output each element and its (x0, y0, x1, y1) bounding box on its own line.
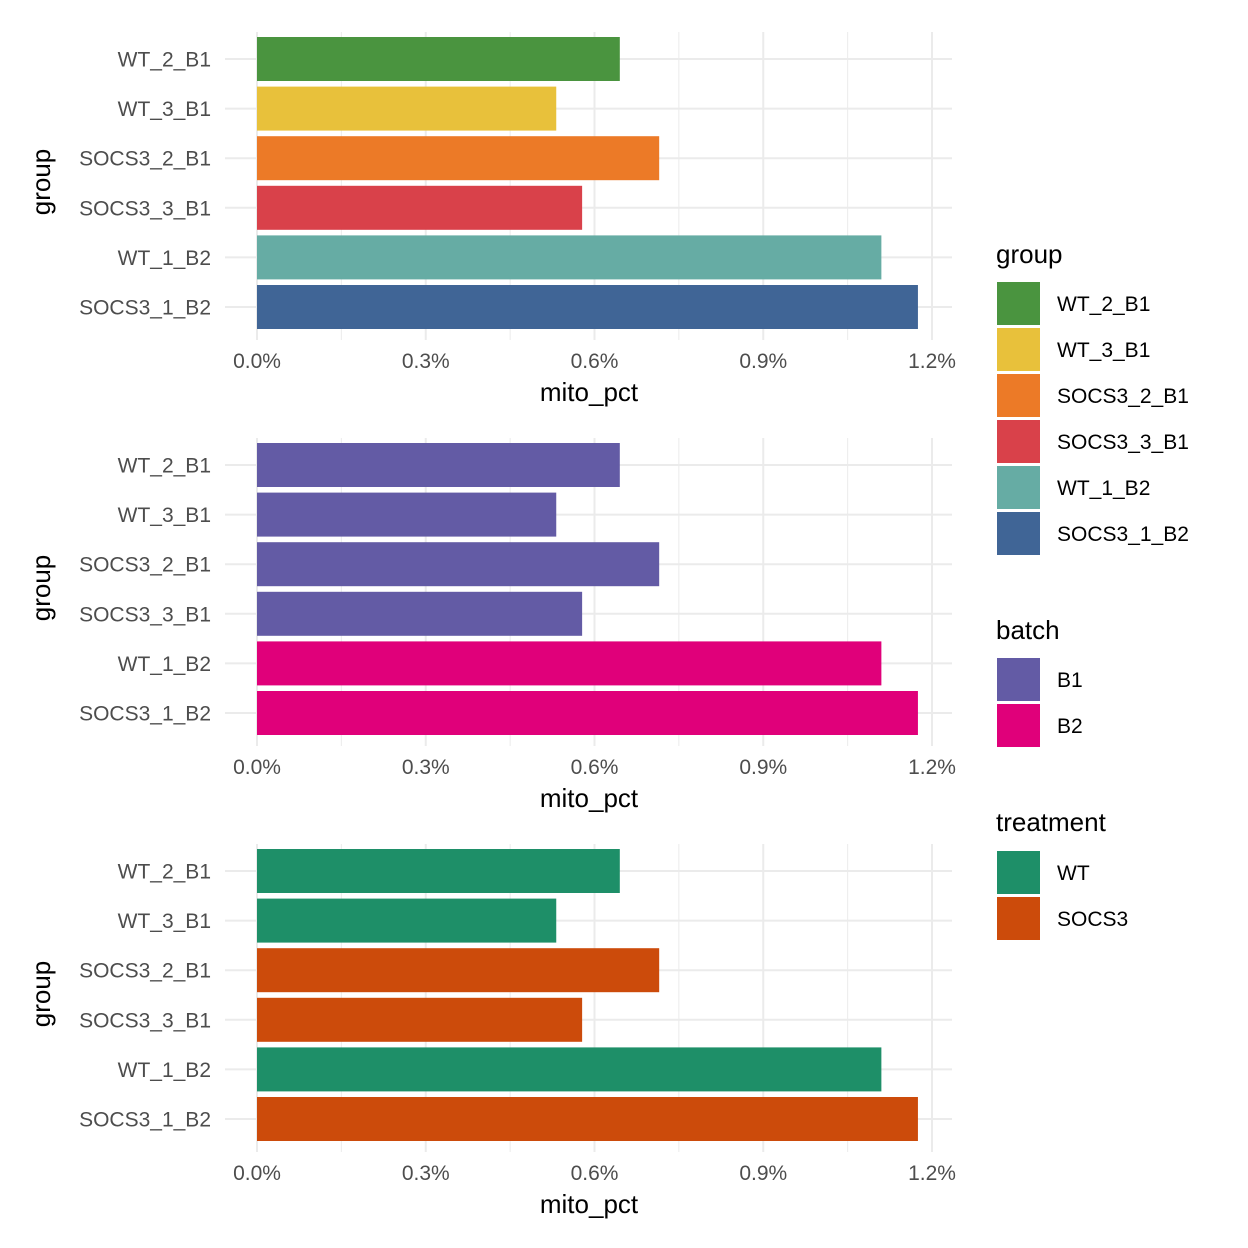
bar-socs3_1_b2 (257, 691, 918, 735)
y-tick-label: SOCS3_2_B1 (79, 148, 211, 171)
y-tick-label: SOCS3_2_B1 (79, 960, 211, 983)
y-tick-label: WT_1_B2 (118, 653, 211, 676)
bar-wt_3_b1 (257, 86, 557, 131)
bar-socs3_3_b1 (257, 997, 583, 1042)
legend-label: WT_2_B1 (1057, 293, 1150, 316)
bar-wt_2_b1 (257, 849, 620, 893)
bar-wt_1_b2 (257, 1047, 882, 1092)
y-tick-label: SOCS3_1_B2 (79, 703, 211, 726)
panel-3: WT_2_B1 WT_3_B1 SOCS3_2_B1 SOCS3_3_B1 WT_1_B… (26, 844, 956, 1219)
legend-key (997, 374, 1040, 417)
panel-2: WT_2_B1 WT_3_B1 SOCS3_2_B1 SOCS3_3_B1 WT_1_B… (26, 438, 956, 813)
x-axis-title: mito_pct (540, 377, 639, 407)
legend-label: WT_3_B1 (1057, 339, 1150, 362)
legend-label: SOCS3_1_B2 (1057, 523, 1189, 546)
bar-wt_3_b1 (257, 492, 557, 537)
x-tick-label: 0.3% (402, 756, 450, 779)
legend-label: WT_1_B2 (1057, 477, 1150, 500)
panel-1: WT_2_B1 WT_3_B1 SOCS3_2_B1 SOCS3_3_B1 WT_1_B… (26, 32, 956, 407)
bar-socs3_1_b2 (257, 1097, 918, 1141)
x-tick-label: 0.3% (402, 1162, 450, 1185)
bar-socs3_2_b1 (257, 948, 660, 993)
y-tick-label: SOCS3_1_B2 (79, 1109, 211, 1132)
y-axis-title: group (26, 961, 56, 1028)
y-tick-label: SOCS3_3_B1 (79, 603, 211, 626)
y-tick-label: SOCS3_3_B1 (79, 197, 211, 220)
legend-key (997, 282, 1040, 325)
x-tick-label: 0.0% (233, 1162, 281, 1185)
y-tick-label: SOCS3_1_B2 (79, 297, 211, 320)
legend-title: group (996, 239, 1063, 269)
bar-wt_3_b1 (257, 898, 557, 943)
x-tick-label: 0.9% (739, 1162, 787, 1185)
bar-wt_1_b2 (257, 235, 882, 280)
bar-socs3_1_b2 (257, 285, 918, 329)
legend-key (997, 658, 1040, 701)
y-axis-title: group (26, 149, 56, 216)
y-tick-label: WT_1_B2 (118, 1059, 211, 1082)
y-axis-title: group (26, 555, 56, 622)
bar-wt_1_b2 (257, 641, 882, 686)
bar-socs3_2_b1 (257, 136, 660, 181)
x-tick-label: 0.9% (739, 350, 787, 373)
y-tick-label: WT_3_B1 (118, 504, 211, 527)
legend-label: SOCS3_2_B1 (1057, 385, 1189, 408)
legend-key (997, 512, 1040, 555)
x-tick-label: 1.2% (908, 1162, 956, 1185)
legend-batch: batch B1 B2 (996, 615, 1083, 747)
y-tick-label: WT_3_B1 (118, 98, 211, 121)
legend-key (997, 420, 1040, 463)
y-tick-label: WT_3_B1 (118, 910, 211, 933)
x-tick-label: 0.6% (571, 756, 619, 779)
x-tick-label: 1.2% (908, 756, 956, 779)
bar-socs3_3_b1 (257, 591, 583, 636)
bar-socs3_3_b1 (257, 185, 583, 230)
legend-key (997, 328, 1040, 371)
legend-label: WT (1057, 862, 1090, 885)
x-axis-title: mito_pct (540, 783, 639, 813)
legend-key (997, 466, 1040, 509)
legend-label: B1 (1057, 669, 1083, 692)
legend-key (997, 897, 1040, 940)
x-axis-title: mito_pct (540, 1189, 639, 1219)
x-tick-label: 0.6% (571, 350, 619, 373)
x-tick-label: 1.2% (908, 350, 956, 373)
y-tick-label: WT_2_B1 (118, 861, 211, 884)
legend-group: group WT_2_B1 WT_3_B1 SOCS3_2_B1 SOCS3_3_B1 W… (996, 239, 1189, 555)
y-tick-label: SOCS3_3_B1 (79, 1009, 211, 1032)
legend-key (997, 851, 1040, 894)
legend-label: SOCS3 (1057, 908, 1128, 931)
bar-wt_2_b1 (257, 443, 620, 487)
y-tick-label: WT_2_B1 (118, 455, 211, 478)
y-tick-label: WT_2_B1 (118, 49, 211, 72)
x-tick-label: 0.0% (233, 756, 281, 779)
bar-socs3_2_b1 (257, 542, 660, 587)
legend-title: treatment (996, 807, 1107, 837)
legend-treatment: treatment WT SOCS3 (996, 807, 1128, 940)
x-tick-label: 0.9% (739, 756, 787, 779)
legend-key (997, 704, 1040, 747)
x-tick-label: 0.6% (571, 1162, 619, 1185)
y-tick-label: WT_1_B2 (118, 247, 211, 270)
bar-wt_2_b1 (257, 37, 620, 81)
x-tick-label: 0.0% (233, 350, 281, 373)
x-tick-label: 0.3% (402, 350, 450, 373)
legend-label: SOCS3_3_B1 (1057, 431, 1189, 454)
legend-label: B2 (1057, 715, 1083, 738)
legend-title: batch (996, 615, 1060, 645)
y-tick-label: SOCS3_2_B1 (79, 554, 211, 577)
